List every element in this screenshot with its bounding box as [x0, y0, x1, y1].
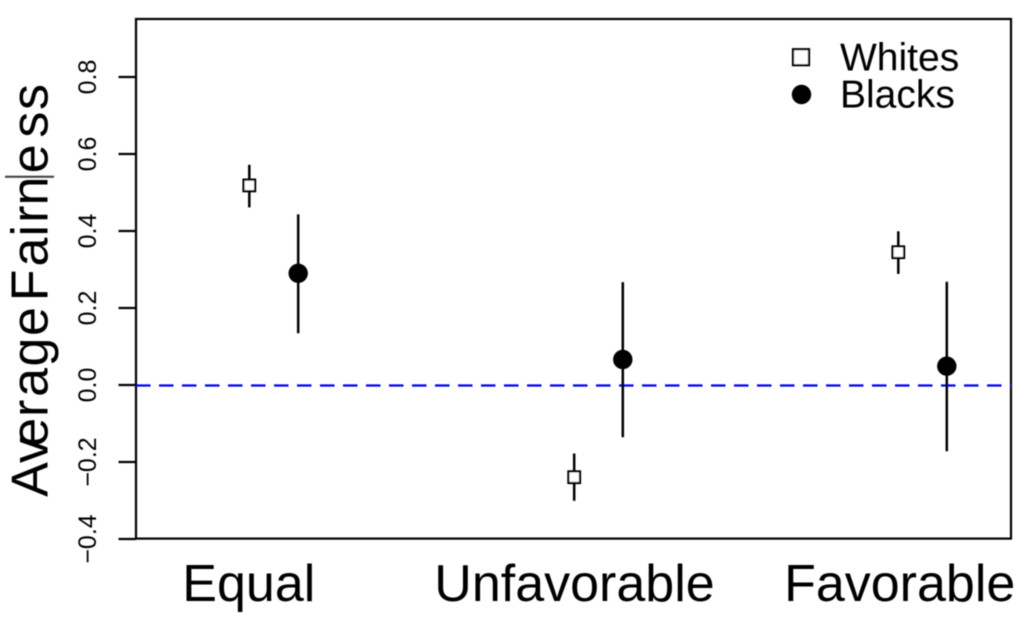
svg-text:r: r — [2, 206, 60, 223]
svg-text:0.4: 0.4 — [74, 214, 102, 249]
svg-text:s: s — [2, 84, 60, 110]
svg-text:e: e — [2, 418, 60, 447]
svg-text:n: n — [2, 177, 60, 206]
svg-text:g: g — [2, 338, 60, 367]
svg-text:Whites: Whites — [840, 37, 959, 80]
svg-text:s: s — [2, 112, 60, 138]
svg-text:0.0: 0.0 — [74, 368, 102, 403]
svg-text:i: i — [2, 225, 60, 237]
svg-text:r: r — [2, 400, 60, 417]
svg-text:−0.2: −0.2 — [74, 437, 102, 486]
svg-text:Equal: Equal — [182, 555, 315, 613]
svg-text:v: v — [2, 437, 60, 463]
svg-text:−0.4: −0.4 — [74, 514, 102, 563]
svg-text:F: F — [2, 270, 60, 302]
svg-text:e: e — [2, 144, 60, 173]
svg-text:Blacks: Blacks — [840, 74, 955, 117]
svg-text:A: A — [2, 462, 60, 497]
svg-text:a: a — [2, 237, 60, 266]
svg-text:0.2: 0.2 — [74, 291, 102, 326]
svg-text:Unfavorable: Unfavorable — [434, 555, 714, 613]
svg-text:Favorable: Favorable — [784, 555, 1015, 613]
svg-text:0.8: 0.8 — [74, 60, 102, 95]
svg-text:0.6: 0.6 — [74, 137, 102, 172]
svg-text:a: a — [2, 368, 60, 397]
svg-text:e: e — [2, 307, 60, 336]
